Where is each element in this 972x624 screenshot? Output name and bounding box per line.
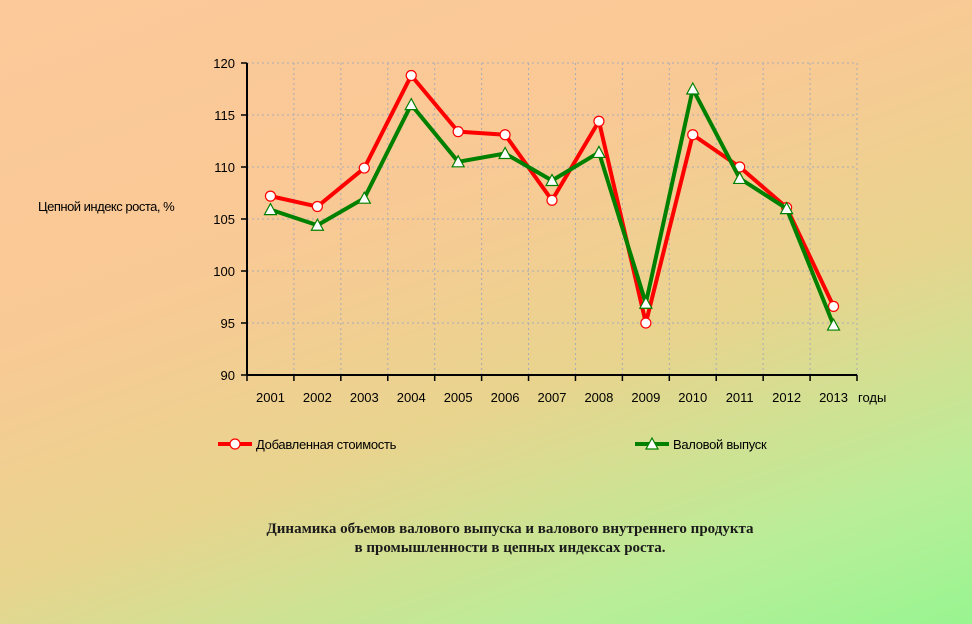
legend-gross-output-marker (644, 436, 660, 450)
chart-caption-line-2: в промышленности в цепных индексах роста… (354, 540, 666, 556)
data-point-added-value (687, 129, 699, 141)
x-tick-label: 2012 (772, 390, 801, 405)
x-tick-label: 2011 (726, 390, 754, 405)
data-point-gross-output (732, 171, 747, 185)
data-point-gross-output (544, 173, 560, 187)
data-point-gross-output (357, 190, 372, 204)
x-tick-label: 2004 (397, 390, 426, 405)
x-tick-label: 2010 (678, 390, 707, 405)
series-line-gross-output (269, 87, 836, 326)
data-point-gross-output (263, 202, 278, 216)
y-tick-label: 95 (221, 316, 235, 331)
x-axis-label: годы (858, 390, 886, 405)
legend-added-value-label: Добавленная стоимость (256, 437, 397, 452)
data-point-gross-output (404, 97, 419, 111)
x-tick-label: 2009 (631, 390, 660, 405)
data-point-added-value (311, 200, 323, 213)
data-point-gross-output (498, 146, 513, 160)
data-point-gross-output (638, 295, 653, 309)
legend-added-value-marker (229, 438, 241, 450)
y-axis-label: Цепной индекс роста, % (38, 199, 175, 214)
data-point-added-value (546, 194, 558, 206)
data-point-added-value (452, 126, 464, 138)
x-tick-label: 2005 (444, 390, 473, 405)
x-tick-label: 2007 (538, 390, 567, 405)
y-tick-label: 100 (213, 264, 235, 279)
x-tick-label: 2001 (256, 390, 285, 405)
x-tick-label: 2006 (491, 390, 520, 405)
y-tick-label: 105 (213, 212, 235, 227)
data-point-gross-output (451, 154, 466, 168)
data-point-added-value (593, 115, 605, 127)
legend-gross-output-label: Валовой выпуск (673, 437, 767, 452)
data-point-added-value (264, 190, 277, 202)
y-tick-label: 90 (221, 368, 235, 383)
y-tick-label: 115 (214, 108, 235, 123)
data-point-added-value (499, 129, 511, 141)
data-point-added-value (640, 317, 652, 329)
data-point-gross-output (779, 201, 794, 215)
chart-caption-line-1: Динамика объемов валового выпуска и вало… (266, 521, 754, 537)
x-tick-label: 2002 (303, 390, 332, 405)
y-tick-label: 110 (214, 160, 235, 175)
y-tick-label: 120 (213, 56, 235, 71)
data-point-added-value (827, 300, 840, 312)
data-point-added-value (405, 69, 417, 82)
x-tick-label: 2003 (350, 390, 379, 405)
x-tick-label: 2013 (819, 390, 848, 405)
data-point-gross-output (591, 145, 606, 159)
x-tick-label: 2008 (584, 390, 613, 405)
data-point-gross-output (310, 217, 325, 231)
data-point-gross-output (826, 317, 841, 331)
data-point-added-value (358, 162, 370, 174)
data-point-gross-output (685, 81, 700, 95)
